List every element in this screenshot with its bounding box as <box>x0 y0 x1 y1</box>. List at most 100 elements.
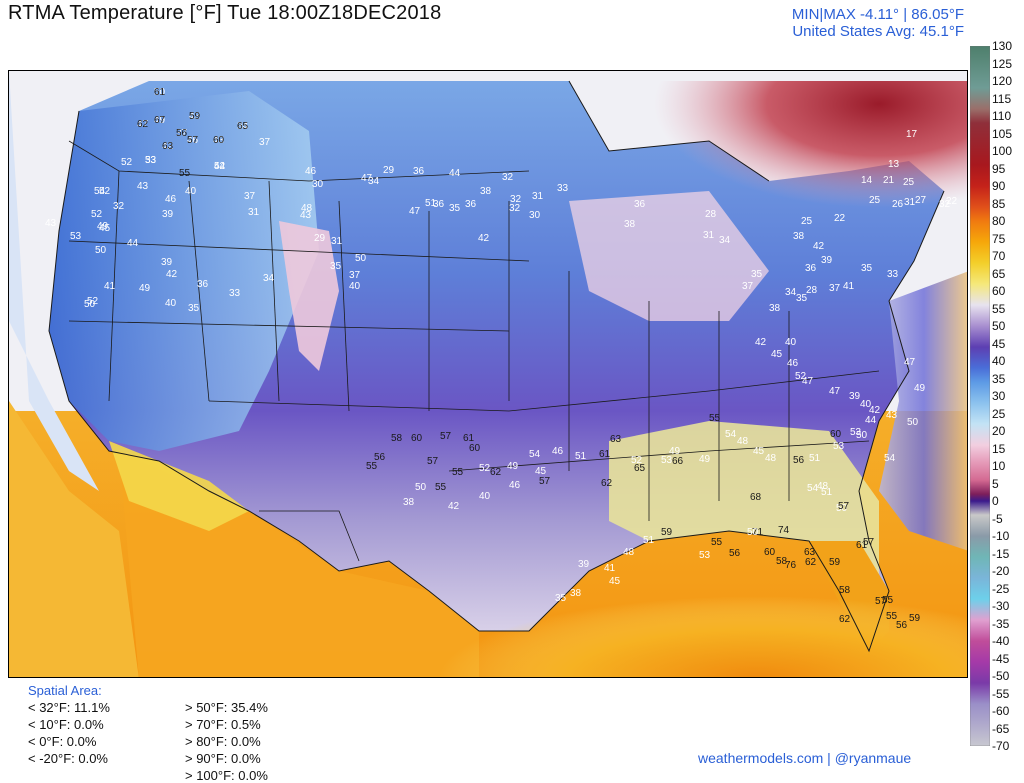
spatial-stat-line: < -20°F: 0.0% <box>28 751 108 766</box>
color-scale-label: 15 <box>992 441 1006 456</box>
temperature-value-label: 38 <box>403 497 415 508</box>
temperature-value-label: 35 <box>188 303 200 314</box>
temperature-value-label: 48 <box>623 547 635 558</box>
temperature-value-label: 66 <box>672 456 684 467</box>
temperature-value-label: 48 <box>817 481 829 492</box>
color-scale-label: -40 <box>992 634 1010 648</box>
temperature-value-label: 55 <box>366 461 378 472</box>
spatial-area-title: Spatial Area: <box>28 683 102 698</box>
temperature-value-label: 33 <box>887 269 899 280</box>
color-scale-label: -35 <box>992 616 1010 631</box>
temperature-value-label: 50 <box>856 430 868 441</box>
temperature-value-label: 45 <box>609 576 621 587</box>
temperature-value-label: 35 <box>330 261 342 272</box>
color-scale-label: -70 <box>992 739 1010 753</box>
temperature-value-label: 35 <box>751 269 763 280</box>
northeast-warm-red <box>469 81 967 311</box>
temperature-value-label: 31 <box>532 191 544 202</box>
southwest-yellow <box>109 441 249 531</box>
temperature-value-label: 31 <box>331 236 343 247</box>
temperature-value-label: 49 <box>669 446 681 457</box>
temperature-value-label: 56 <box>896 620 908 631</box>
color-scale-label: -10 <box>992 529 1010 543</box>
temperature-value-label: 30 <box>312 179 324 190</box>
temperature-value-label: 44 <box>865 415 877 426</box>
temperature-value-label: 44 <box>127 238 139 249</box>
color-scale-label: 125 <box>992 56 1013 71</box>
color-scale-label: 85 <box>992 196 1006 211</box>
temperature-value-label: 60 <box>411 433 423 444</box>
temperature-value-label: 57 <box>440 431 452 442</box>
land-west-cold <box>49 91 319 451</box>
temperature-value-label: 52 <box>87 296 99 307</box>
color-scale-label: -15 <box>992 546 1010 561</box>
temperature-value-label: 62 <box>805 557 817 568</box>
temperature-value-label: 46 <box>187 135 199 146</box>
color-scale-label: -55 <box>992 686 1010 701</box>
temperature-value-label: 48 <box>737 436 749 447</box>
temperature-value-label: 47 <box>137 119 149 130</box>
temperature-value-label: 63 <box>804 547 816 558</box>
temperature-value-label: 57 <box>863 537 875 548</box>
temperature-value-label: 54 <box>529 449 541 460</box>
temperature-value-label: 28 <box>705 209 717 220</box>
temperature-value-label: 63 <box>610 434 622 445</box>
temperature-value-label: 50 <box>415 482 427 493</box>
temperature-value-label: 32 <box>113 201 125 212</box>
temperature-value-label: 32 <box>510 194 522 205</box>
temperature-value-label: 40 <box>785 337 797 348</box>
color-scale-label: 60 <box>992 284 1006 298</box>
color-scale-label: -25 <box>992 581 1010 596</box>
spatial-stat-line: < 0°F: 0.0% <box>28 734 97 749</box>
temperature-value-label: 62 <box>490 467 502 478</box>
temperature-value-label: 50 <box>84 299 96 310</box>
temperature-value-label: 58 <box>391 433 403 444</box>
temperature-value-label: 51 <box>821 487 833 498</box>
temperature-value-label: 62 <box>839 614 851 625</box>
temperature-value-label: 21 <box>883 175 895 186</box>
temperature-value-label: 36 <box>465 199 477 210</box>
temperature-value-label: 52 <box>99 186 111 197</box>
temperature-value-label: 67 <box>154 115 166 126</box>
temperature-value-label: 37 <box>176 128 188 139</box>
temperature-value-label: 38 <box>480 186 492 197</box>
temperature-value-label: 59 <box>189 111 201 122</box>
color-scale-label: 55 <box>992 301 1006 316</box>
temperature-value-label: 49 <box>507 461 519 472</box>
temperature-value-label: 37 <box>259 137 271 148</box>
temperature-value-label: 52 <box>795 371 807 382</box>
temperature-value-label: 54 <box>884 453 896 464</box>
temperature-value-label: 33 <box>145 155 157 166</box>
temperature-value-label: 34 <box>785 287 797 298</box>
spatial-stat-line: > 100°F: 0.0% <box>185 768 268 783</box>
temperature-value-label: 37 <box>244 191 256 202</box>
temperature-value-label: 53 <box>661 455 673 466</box>
credit-text: weathermodels.com | @ryanmaue <box>698 750 912 766</box>
temperature-value-label: 40 <box>165 298 177 309</box>
temperature-value-label: 54 <box>725 429 737 440</box>
temperature-value-label: 34 <box>263 273 275 284</box>
temperature-value-label: 47 <box>802 376 814 387</box>
rockies-pink <box>279 221 339 371</box>
temperature-value-label: 32 <box>939 199 951 210</box>
temperature-value-label: 50 <box>355 253 367 264</box>
temperature-value-label: 54 <box>807 483 819 494</box>
temperature-value-label: 43 <box>189 111 201 122</box>
temperature-value-label: 57 <box>427 456 439 467</box>
temperature-value-label: 60 <box>469 443 481 454</box>
temperature-value-label: 61 <box>463 433 475 444</box>
temperature-value-label: 25 <box>801 216 813 227</box>
temperature-value-label: 65 <box>237 121 249 132</box>
temperature-value-label: 39 <box>821 255 833 266</box>
temperature-value-label: 46 <box>305 166 317 177</box>
temperature-value-label: 55 <box>882 595 894 606</box>
temperature-value-label: 49 <box>97 221 109 232</box>
temperature-value-label: 56 <box>729 548 741 559</box>
temperature-value-label: 57 <box>875 596 887 607</box>
temperature-value-label: 57 <box>539 476 551 487</box>
temperature-value-label: 54 <box>94 186 106 197</box>
temperature-value-label: 32 <box>502 172 514 183</box>
temperature-value-label: 29 <box>314 233 326 244</box>
color-scale-label: 120 <box>992 74 1013 88</box>
temperature-value-label: 36 <box>197 279 209 290</box>
